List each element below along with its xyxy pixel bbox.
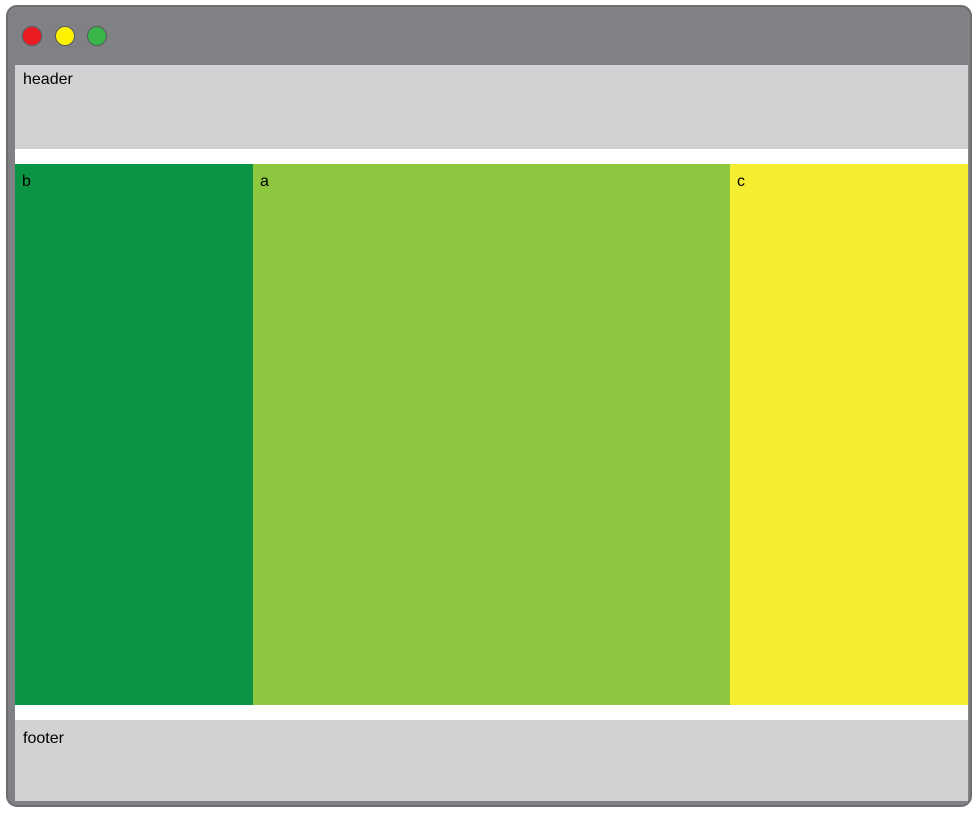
footer-label: footer (23, 730, 64, 747)
browser-window: header b a c footer (6, 5, 972, 807)
close-button[interactable] (22, 26, 42, 46)
footer-region: footer (15, 720, 968, 801)
minimize-button[interactable] (55, 26, 75, 46)
title-bar (8, 7, 970, 65)
header-region: header (15, 65, 968, 149)
panel-c: c (730, 164, 968, 705)
main-row: b a c (15, 164, 968, 705)
panel-b-label: b (22, 173, 31, 190)
panel-a-label: a (260, 173, 269, 190)
page-content: header b a c footer (15, 65, 968, 801)
panel-c-label: c (737, 173, 745, 190)
panel-a: a (253, 164, 730, 705)
panel-b: b (15, 164, 253, 705)
header-label: header (23, 71, 73, 88)
zoom-button[interactable] (87, 26, 107, 46)
